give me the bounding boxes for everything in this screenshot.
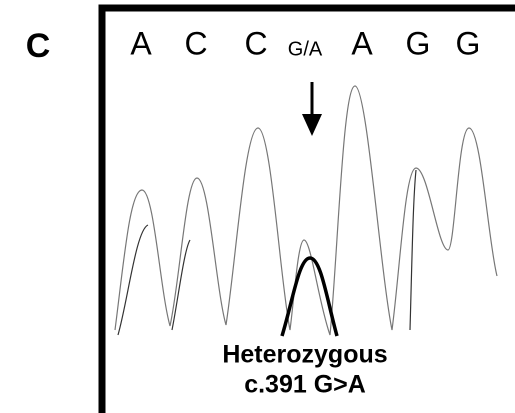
base-call: C: [244, 25, 267, 61]
figure: C ACCG/AAGG Heterozygous c.391 G>A: [0, 0, 515, 413]
annotation-line2: c.391 G>A: [244, 371, 366, 399]
base-call: A: [130, 25, 152, 61]
annotation-line1: Heterozygous: [222, 341, 387, 369]
base-call: A: [351, 25, 373, 61]
base-call: G: [456, 25, 481, 61]
base-call: G: [406, 25, 431, 61]
base-call: C: [184, 25, 207, 61]
base-call: G/A: [288, 38, 323, 60]
panel-label: C: [26, 27, 51, 65]
